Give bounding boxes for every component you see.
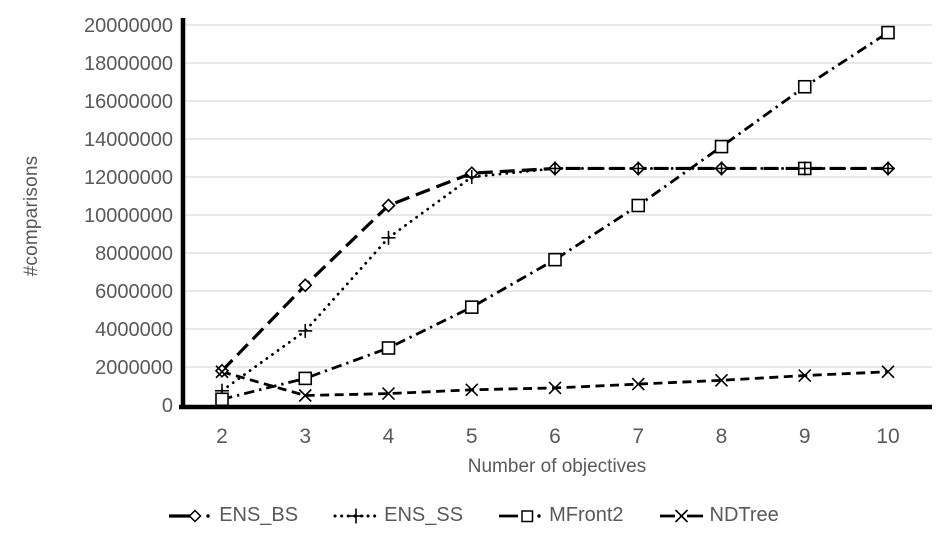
x-tick-label: 10 bbox=[876, 425, 899, 448]
series-MFront2-square-marker bbox=[548, 252, 562, 267]
series-ENS_BS-diamond-marker bbox=[381, 198, 396, 213]
series-ENS_BS-diamond-marker bbox=[298, 278, 313, 293]
y-axis-title: #comparisons bbox=[21, 155, 42, 277]
series-line-MFront2 bbox=[221, 31, 889, 401]
series-MFront2-square-marker bbox=[714, 139, 729, 154]
ndtree-dash-x-icon bbox=[659, 508, 703, 523]
legend-item-ens-ss: ENS_SS bbox=[332, 504, 463, 527]
series-NDTree-x-marker bbox=[465, 383, 479, 397]
y-tick-label: 18000000 bbox=[84, 53, 173, 75]
series-MFront2-square-marker bbox=[797, 79, 812, 94]
legend: ENS_BS ENS_SS MFront2 bbox=[0, 504, 946, 527]
series-line-ENS_BS bbox=[220, 166, 888, 372]
series-NDTree-x-marker bbox=[631, 377, 645, 391]
series-MFront2-square-marker bbox=[631, 198, 646, 213]
x-tick-label: 8 bbox=[716, 425, 728, 448]
series-MFront2-square-marker bbox=[881, 25, 895, 40]
legend-label: ENS_BS bbox=[219, 504, 299, 526]
x-tick-label: 7 bbox=[632, 425, 644, 448]
y-tick-label: 6000000 bbox=[95, 281, 173, 303]
y-tick-label: 4000000 bbox=[95, 319, 173, 341]
y-tick-label: 20000000 bbox=[84, 15, 173, 37]
series-NDTree-x-marker bbox=[215, 365, 229, 379]
plot-area: 0 2000000 4000000 6000000 8000000 10000000 120… bbox=[84, 15, 932, 448]
series-NDTree-x-marker bbox=[548, 381, 562, 395]
y-tick-label: 2000000 bbox=[95, 357, 173, 379]
series-NDTree-x-marker bbox=[798, 368, 812, 383]
series-line-ENS_SS bbox=[220, 167, 890, 393]
x-tick-label: 3 bbox=[299, 425, 311, 448]
mfront2-dashdot-square-icon bbox=[499, 509, 541, 522]
series-MFront2-square-marker bbox=[464, 300, 479, 314]
y-tick-label: 14000000 bbox=[84, 129, 173, 151]
ens-ss-dotted-plus-icon bbox=[333, 508, 379, 523]
x-tick-label: 5 bbox=[466, 425, 478, 448]
legend-label: ENS_SS bbox=[384, 504, 464, 526]
legend-item-ndtree: NDTree bbox=[658, 504, 779, 527]
x-axis-title: Number of objectives bbox=[467, 456, 647, 477]
x-tick-label: 9 bbox=[799, 425, 811, 448]
legend-label: NDTree bbox=[709, 504, 779, 526]
y-tick-label: 10000000 bbox=[84, 205, 173, 227]
legend-label: MFront2 bbox=[549, 504, 624, 526]
x-tick-label: 2 bbox=[216, 425, 228, 448]
y-tick-label: 16000000 bbox=[84, 91, 173, 113]
series-MFront2-square-marker bbox=[215, 392, 229, 407]
y-tick-label: 8000000 bbox=[95, 243, 173, 265]
legend-item-mfront2: MFront2 bbox=[497, 504, 624, 527]
x-tick-label: 4 bbox=[383, 425, 395, 448]
series-NDTree-x-marker bbox=[381, 387, 396, 401]
series-line-NDTree bbox=[221, 370, 889, 397]
y-tick-label: 0 bbox=[162, 395, 173, 417]
series-MFront2-square-marker bbox=[298, 371, 313, 386]
ens-bs-line-diamond-icon bbox=[169, 508, 210, 523]
y-tick-label: 12000000 bbox=[84, 167, 173, 189]
legend-item-ens-bs: ENS_BS bbox=[167, 504, 298, 527]
x-tick-label: 6 bbox=[549, 425, 561, 448]
series-NDTree-x-marker bbox=[881, 365, 895, 379]
series-NDTree-x-marker bbox=[298, 388, 312, 403]
series-NDTree-x-marker bbox=[714, 373, 729, 387]
series-MFront2-square-marker bbox=[381, 341, 396, 355]
